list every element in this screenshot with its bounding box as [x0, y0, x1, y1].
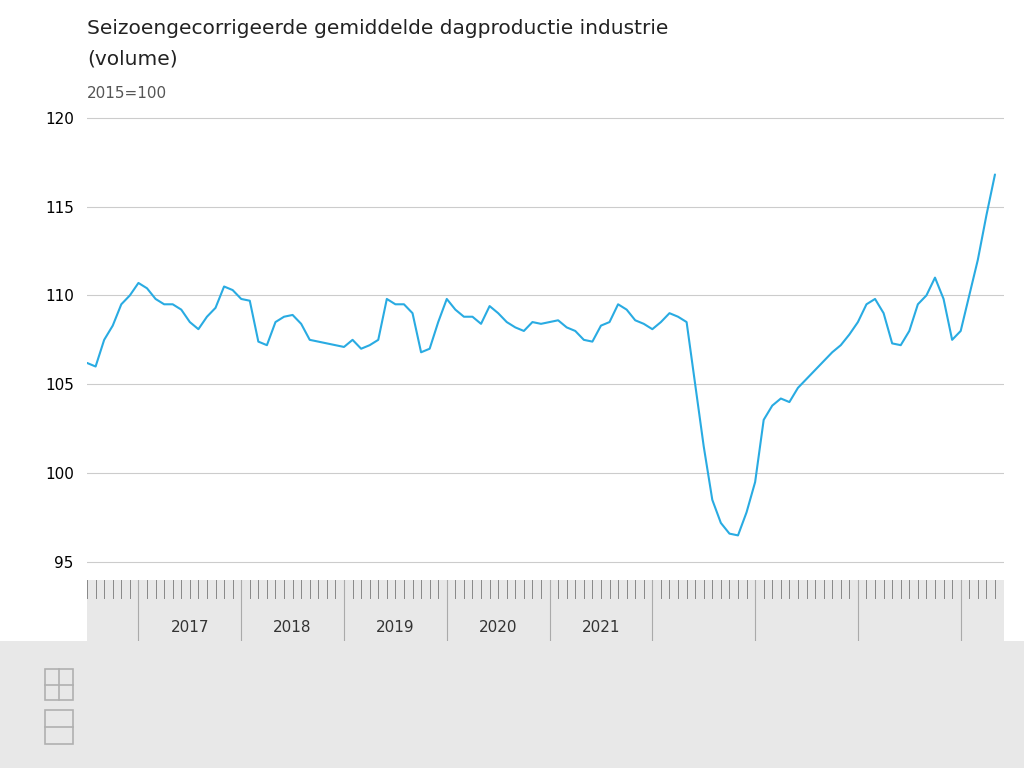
Bar — [45, 669, 74, 700]
Text: 2021: 2021 — [582, 621, 621, 635]
Text: Seizoengecorrigeerde gemiddelde dagproductie industrie: Seizoengecorrigeerde gemiddelde dagprodu… — [87, 19, 669, 38]
Text: 2020: 2020 — [479, 621, 517, 635]
Text: 2017: 2017 — [171, 621, 209, 635]
Text: 2019: 2019 — [376, 621, 415, 635]
Bar — [45, 710, 74, 744]
Text: 2018: 2018 — [273, 621, 312, 635]
Text: (volume): (volume) — [87, 50, 178, 69]
Text: 2015=100: 2015=100 — [87, 86, 167, 101]
